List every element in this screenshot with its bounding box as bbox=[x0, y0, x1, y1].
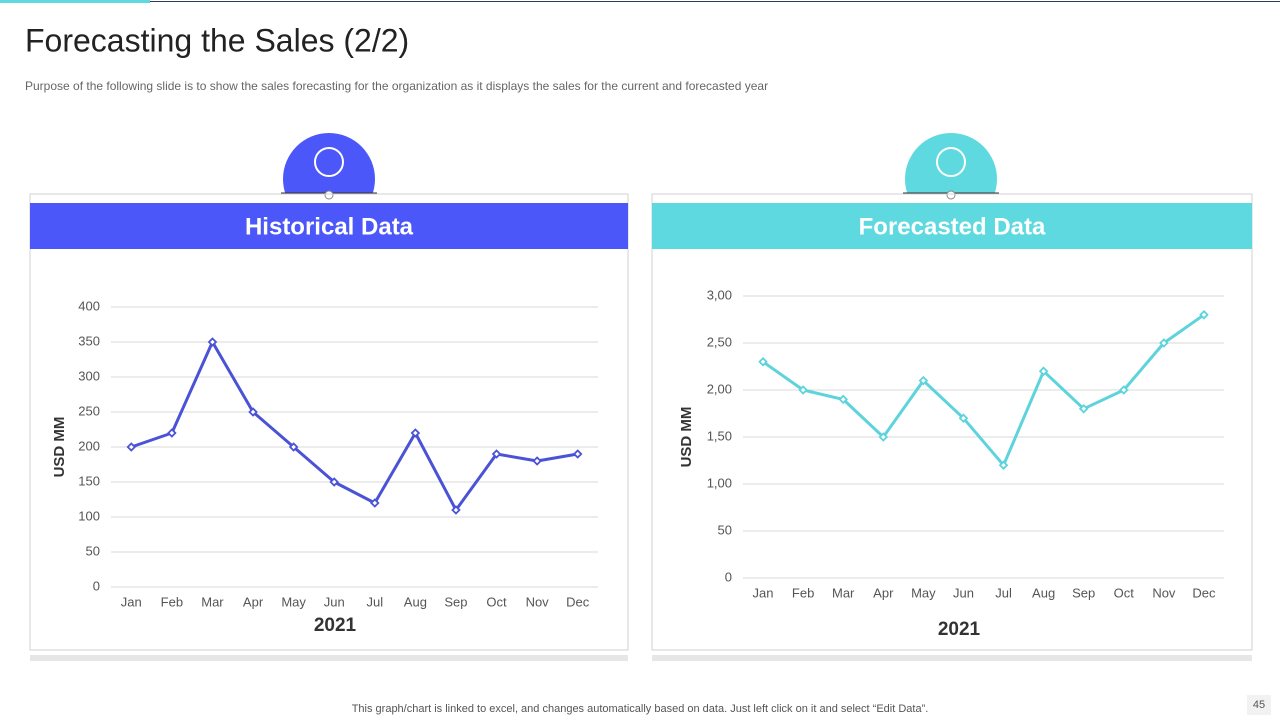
icon-glyph bbox=[936, 147, 966, 177]
x-tick-label: Feb bbox=[161, 594, 183, 609]
x-tick-label: Oct bbox=[486, 594, 507, 609]
y-tick-label: 150 bbox=[78, 473, 100, 488]
y-tick-label: 300 bbox=[78, 368, 100, 383]
point-marker bbox=[918, 375, 929, 386]
x-tick-label: Apr bbox=[243, 594, 264, 609]
panel-header bbox=[30, 203, 628, 249]
slide-title: Forecasting the Sales (2/2) bbox=[25, 22, 409, 58]
y-tick-label: 1,00 bbox=[707, 475, 732, 490]
x-tick-label: Dec bbox=[566, 594, 590, 609]
y-tick-label: 100 bbox=[78, 508, 100, 523]
point-marker bbox=[1038, 366, 1049, 376]
point-marker bbox=[798, 385, 808, 395]
x-tick-label: Mar bbox=[832, 585, 855, 600]
x-tick-label: Oct bbox=[1114, 585, 1135, 600]
point-marker bbox=[451, 505, 461, 515]
panel-title: Forecasted Data bbox=[859, 213, 1046, 240]
y-tick-label: 2,00 bbox=[707, 381, 732, 396]
y-tick-label: 0 bbox=[725, 569, 732, 584]
point-marker bbox=[329, 477, 339, 487]
x-tick-label: Dec bbox=[1192, 585, 1216, 600]
x-tick-label: Nov bbox=[1152, 585, 1176, 600]
icon-badge bbox=[283, 133, 375, 193]
x-tick-label: Mar bbox=[201, 594, 224, 609]
point-marker bbox=[167, 428, 177, 438]
y-tick-label: 200 bbox=[78, 438, 100, 453]
x-tick-label: Jan bbox=[753, 585, 774, 600]
y-axis-label: USD MM bbox=[678, 407, 695, 468]
x-tick-label: May bbox=[911, 585, 936, 600]
icon-knob bbox=[324, 190, 334, 200]
slide-subtitle: Purpose of the following slide is to sho… bbox=[25, 79, 768, 93]
top-accent bbox=[0, 0, 150, 3]
point-marker bbox=[1078, 404, 1089, 414]
panel-shadow bbox=[652, 655, 1252, 661]
x-tick-label: Jun bbox=[953, 585, 974, 600]
point-marker bbox=[126, 442, 137, 452]
point-marker bbox=[288, 442, 299, 452]
x-axis-label: 2021 bbox=[314, 615, 357, 636]
y-tick-label: 3,00 bbox=[707, 287, 732, 302]
point-marker bbox=[958, 413, 969, 423]
x-tick-label: Sep bbox=[444, 594, 467, 609]
x-tick-label: Nov bbox=[526, 594, 550, 609]
icon-knob bbox=[946, 190, 956, 200]
point-marker bbox=[248, 407, 258, 417]
y-tick-label: 400 bbox=[78, 298, 100, 313]
icon-glyph bbox=[314, 147, 344, 177]
point-marker bbox=[1119, 385, 1129, 395]
point-marker bbox=[1199, 310, 1209, 320]
y-axis-label: USD MM bbox=[51, 417, 68, 478]
series-line bbox=[130, 340, 578, 512]
icon-badge bbox=[905, 133, 997, 193]
x-tick-label: Jun bbox=[324, 594, 345, 609]
x-tick-label: Jul bbox=[995, 585, 1012, 600]
footer-note: This graph/chart is linked to excel, and… bbox=[352, 703, 929, 715]
point-marker bbox=[491, 449, 502, 459]
x-tick-label: Apr bbox=[873, 585, 894, 600]
series-line bbox=[762, 313, 1205, 467]
point-marker bbox=[878, 432, 889, 442]
point-marker bbox=[838, 394, 848, 405]
panel-title: Historical Data bbox=[245, 213, 414, 240]
point-marker bbox=[1159, 338, 1169, 348]
x-tick-label: Aug bbox=[404, 594, 427, 609]
x-tick-label: Jan bbox=[121, 594, 142, 609]
point-marker bbox=[370, 498, 380, 508]
point-marker bbox=[998, 460, 1009, 470]
panel-shadow bbox=[30, 655, 628, 661]
y-tick-label: 1,50 bbox=[707, 428, 732, 443]
point-marker bbox=[572, 449, 583, 459]
panel bbox=[651, 193, 1253, 651]
y-tick-label: 50 bbox=[86, 543, 100, 558]
page-number: 45 bbox=[1253, 699, 1265, 711]
panel-header bbox=[652, 203, 1252, 249]
y-tick-label: 2,50 bbox=[707, 334, 732, 349]
point-marker bbox=[410, 428, 421, 438]
y-tick-label: 250 bbox=[78, 403, 100, 418]
point-marker bbox=[532, 456, 542, 466]
y-tick-label: 350 bbox=[78, 333, 100, 348]
x-tick-label: May bbox=[281, 594, 306, 609]
x-axis-label: 2021 bbox=[938, 619, 981, 640]
x-tick-label: Sep bbox=[1072, 585, 1095, 600]
point-marker bbox=[207, 337, 218, 347]
page-number-box bbox=[1247, 695, 1271, 715]
x-tick-label: Feb bbox=[792, 585, 814, 600]
y-tick-label: 0 bbox=[93, 578, 100, 593]
x-tick-label: Aug bbox=[1032, 585, 1055, 600]
y-tick-label: 50 bbox=[718, 522, 732, 537]
point-marker bbox=[758, 357, 768, 367]
panel bbox=[29, 193, 629, 651]
x-tick-label: Jul bbox=[366, 594, 383, 609]
